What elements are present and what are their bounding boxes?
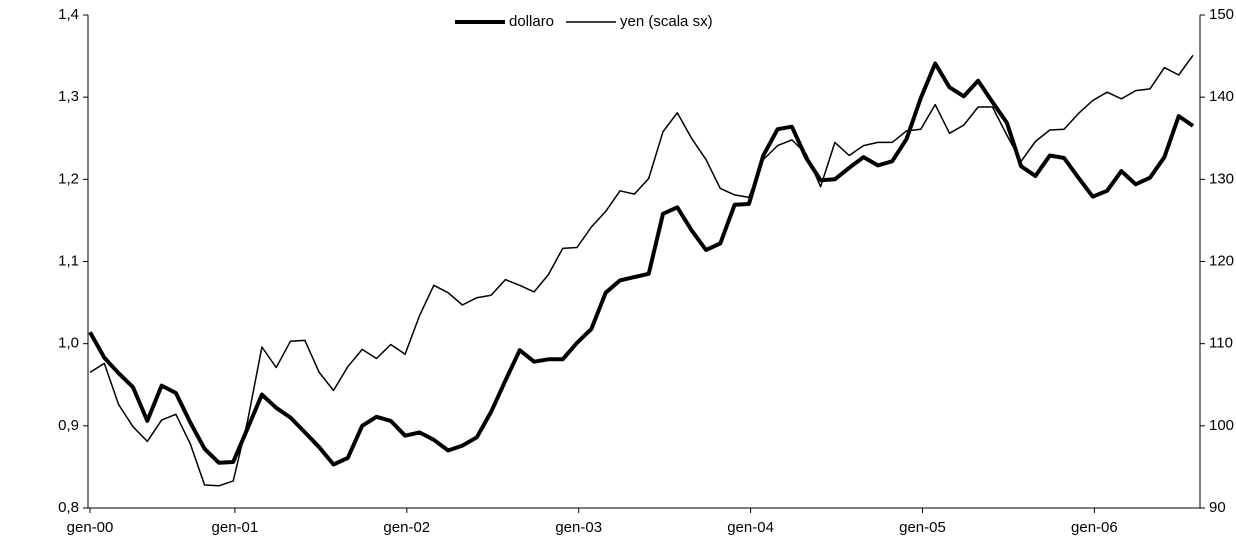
series-line	[88, 61, 1195, 467]
x-tick-label: gen-00	[67, 519, 114, 536]
series-line	[89, 54, 1194, 487]
legend-label: yen (scala sx)	[620, 13, 713, 30]
y-tick-label: 1,2	[58, 170, 79, 187]
x-tick-label: gen-03	[555, 519, 602, 536]
y2-tick-label: 120	[1209, 252, 1234, 269]
y-tick-label: 0,9	[58, 417, 79, 434]
y2-tick-label: 110	[1209, 335, 1233, 352]
x-tick-label: gen-05	[899, 519, 946, 536]
legend-label: dollaro	[509, 13, 554, 30]
y2-tick-label: 100	[1209, 417, 1234, 434]
y-tick-label: 1,4	[58, 6, 79, 23]
x-tick-label: gen-02	[383, 519, 430, 536]
y2-tick-label: 90	[1209, 499, 1226, 516]
x-tick-label: gen-06	[1071, 519, 1118, 536]
x-tick-label: gen-04	[727, 519, 774, 536]
y-tick-label: 1,3	[58, 88, 79, 105]
y2-tick-label: 140	[1209, 88, 1234, 105]
y2-tick-label: 150	[1209, 6, 1234, 23]
y-tick-label: 1,0	[58, 335, 79, 352]
x-tick-label: gen-01	[212, 519, 259, 536]
y-tick-label: 1,1	[58, 252, 79, 269]
y-tick-label: 0,8	[58, 499, 79, 516]
y2-tick-label: 130	[1209, 170, 1234, 187]
